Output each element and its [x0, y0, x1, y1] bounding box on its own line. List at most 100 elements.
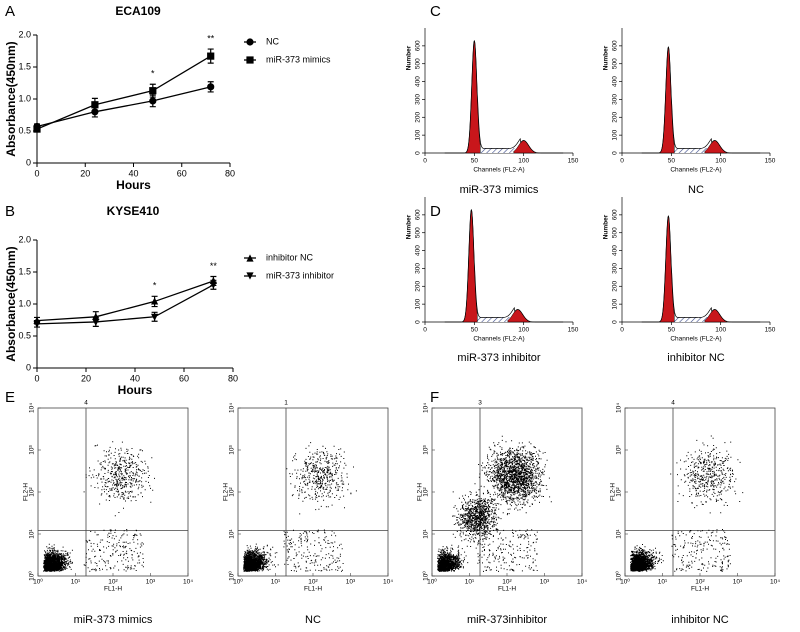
marker [33, 320, 41, 328]
legend-label: miR-373 inhibitor [266, 270, 334, 280]
x-tick-label: 100 [715, 327, 726, 334]
y-tick-label: 400 [612, 245, 619, 256]
caption: inhibitor NC [671, 614, 729, 626]
x-tick-label: 60 [179, 373, 189, 383]
caption: miR-373 mimics [74, 614, 153, 626]
y-tick-label: 500 [415, 227, 422, 238]
x-tick-label: 150 [765, 158, 776, 165]
y-tick-label: 300 [415, 263, 422, 274]
panel-label: D [430, 203, 441, 220]
y-tick-label: 500 [612, 58, 619, 69]
x-tick-label: 10⁴ [577, 579, 587, 586]
y-tick-label: 600 [612, 40, 619, 51]
x-tick-label: 50 [668, 158, 676, 165]
marker [151, 297, 159, 305]
x-axis-title: Channels (FL2-A) [473, 167, 524, 174]
series-line [36, 280, 214, 322]
marker [33, 125, 41, 133]
x-tick-label: 10⁴ [770, 579, 780, 586]
significance-mark: ** [207, 33, 215, 43]
x-tick-label: 10³ [540, 579, 550, 586]
panel-label: F [430, 389, 439, 406]
y-axis-title: FL2-H [610, 483, 617, 501]
x-tick-label: 10¹ [271, 579, 281, 586]
x-axis-title: FL1-H [691, 586, 709, 593]
y-tick-label: 10¹ [229, 528, 236, 538]
x-tick-label: 100 [518, 158, 529, 165]
y-tick-label: 300 [612, 94, 619, 105]
y-tick-label: 10⁴ [29, 403, 36, 413]
quadrant-label: 4 [671, 400, 675, 407]
quadrant-label: 1 [284, 400, 288, 407]
y-tick-label: 10³ [229, 444, 236, 454]
g2-peak [513, 140, 536, 154]
marker [151, 313, 159, 321]
panel-label: E [5, 389, 15, 406]
x-tick-label: 10³ [346, 579, 356, 586]
legend-label: NC [266, 36, 279, 46]
y-tick-label: 200 [415, 280, 422, 291]
x-tick-label: 10⁴ [383, 579, 393, 586]
y-tick-label: 0 [612, 320, 619, 324]
histogram-outline [641, 46, 761, 154]
series-line [36, 86, 211, 128]
x-tick-label: 150 [765, 327, 776, 334]
significance-mark: * [153, 281, 157, 291]
significance-mark: ** [210, 261, 218, 271]
caption: miR-373 mimics [460, 184, 539, 196]
y-axis-title: FL2-H [417, 483, 424, 501]
panel-label: B [5, 203, 15, 220]
y-tick-label: 100 [612, 298, 619, 309]
y-axis-title: Absorbance(450nm) [4, 246, 18, 361]
panel-label: C [430, 3, 441, 20]
chart-title: KYSE410 [107, 204, 160, 218]
caption: NC [688, 184, 704, 196]
y-tick-label: 500 [415, 58, 422, 69]
x-tick-label: 100 [715, 158, 726, 165]
y-tick-label: 2.0 [18, 29, 31, 39]
y-tick-label: 0 [415, 320, 422, 324]
s-phase-area [671, 148, 712, 153]
y-tick-label: 1.0 [18, 298, 31, 308]
x-tick-label: 10³ [146, 579, 156, 586]
s-phase-area [474, 317, 515, 322]
marker [209, 281, 217, 289]
y-axis-title: FL2-H [223, 483, 230, 501]
event-density-texture [437, 435, 552, 572]
y-tick-label: 600 [612, 209, 619, 220]
legend-marker [246, 56, 254, 64]
x-tick-label: 10⁰ [33, 578, 43, 586]
y-tick-label: 2.0 [18, 234, 31, 244]
y-tick-label: 300 [612, 263, 619, 274]
x-axis-title: Channels (FL2-A) [670, 167, 721, 174]
y-tick-label: 10⁴ [229, 403, 236, 413]
y-tick-label: 0 [415, 151, 422, 155]
x-tick-label: 0 [423, 327, 427, 334]
x-tick-label: 10² [308, 579, 318, 586]
x-tick-label: 10⁰ [620, 578, 630, 586]
y-tick-label: 200 [612, 280, 619, 291]
y-tick-label: 0.5 [18, 125, 31, 135]
y-tick-label: 0 [26, 157, 31, 167]
x-tick-label: 10⁴ [183, 579, 193, 586]
y-tick-label: 10⁰ [228, 571, 236, 581]
y-axis-title: Absorbance(450nm) [4, 41, 18, 156]
y-tick-label: 100 [415, 298, 422, 309]
marker [207, 83, 215, 91]
quadrant-label: 4 [84, 400, 88, 407]
x-tick-label: 0 [34, 168, 39, 178]
y-axis-title: Number [406, 214, 413, 239]
y-tick-label: 400 [415, 245, 422, 256]
panel-label: A [5, 3, 15, 20]
x-axis-title: FL1-H [104, 586, 122, 593]
y-tick-label: 600 [415, 209, 422, 220]
x-tick-label: 10¹ [658, 579, 668, 586]
y-tick-label: 10⁰ [28, 571, 36, 581]
y-tick-label: 10³ [29, 444, 36, 454]
legend-marker [246, 272, 254, 280]
y-tick-label: 10³ [616, 444, 623, 454]
x-tick-label: 40 [128, 168, 138, 178]
x-axis-title: Hours [116, 178, 151, 192]
y-tick-label: 200 [612, 111, 619, 122]
